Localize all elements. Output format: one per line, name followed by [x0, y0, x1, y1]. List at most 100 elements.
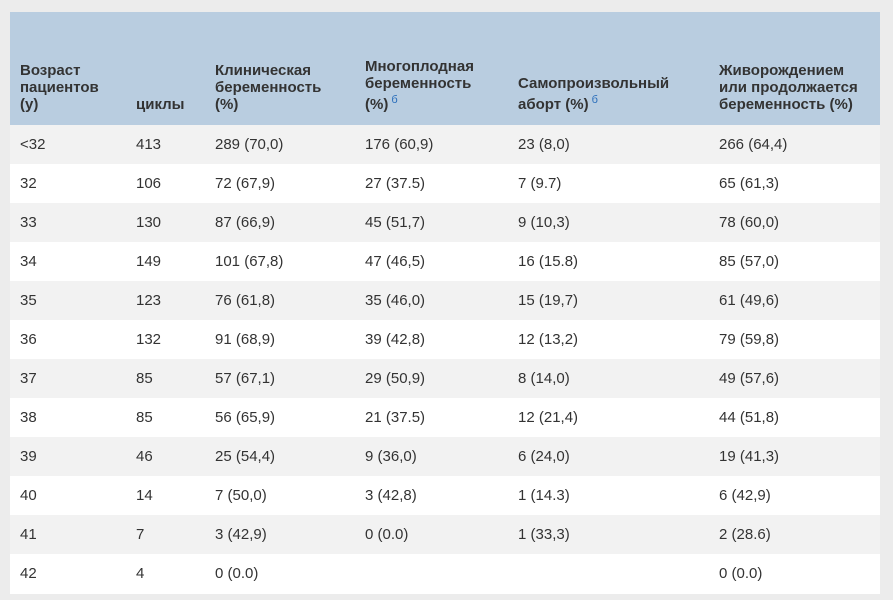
table-cell: 36 [10, 320, 126, 359]
table-cell: 39 (42,8) [355, 320, 508, 359]
column-label: Самопроизвольный аборт (%) [518, 75, 670, 113]
table-cell: 65 (61,3) [709, 164, 880, 203]
table-row: 33 130 87 (66,9) 45 (51,7) 9 (10,3) 78 (60,0) [10, 203, 880, 242]
column-label: циклы [136, 96, 185, 113]
table-cell: 78 (60,0) [709, 203, 880, 242]
table-cell: <32 [10, 125, 126, 164]
table-cell: 76 (61,8) [205, 281, 355, 320]
table-cell: 40 [10, 476, 126, 515]
table-cell: 0 (0.0) [205, 554, 355, 593]
column-label: Живорождением или продолжается беременно… [719, 62, 858, 113]
table-cell: 27 (37.5) [355, 164, 508, 203]
header-row: Возраст пациентов (у) циклы Клиническая бе… [10, 12, 880, 125]
table-row: 42 4 0 (0.0) 0 (0.0) [10, 554, 880, 593]
table-cell: 35 [10, 281, 126, 320]
table-cell: 85 (57,0) [709, 242, 880, 281]
table-cell: 39 [10, 437, 126, 476]
table-cell: 45 (51,7) [355, 203, 508, 242]
table-cell: 79 (59,8) [709, 320, 880, 359]
table-cell: 8 (14,0) [508, 359, 709, 398]
table-row: 36 132 91 (68,9) 39 (42,8) 12 (13,2) 79 (59,8… [10, 320, 880, 359]
table-cell: 85 [126, 359, 205, 398]
empty-cell [508, 554, 709, 593]
table-row: <32 413 289 (70,0) 176 (60,9) 23 (8,0) 266 (6… [10, 125, 880, 164]
column-header: циклы [126, 12, 205, 125]
column-header: Возраст пациентов (у) [10, 12, 126, 125]
table-cell: 19 (41,3) [709, 437, 880, 476]
table-container: Возраст пациентов (у) циклы Клиническая бе… [10, 12, 880, 594]
table-cell: 289 (70,0) [205, 125, 355, 164]
table-cell: 7 (9.7) [508, 164, 709, 203]
column-header: Самопроизвольный аборт (%) б [508, 12, 709, 125]
table-row: 41 7 3 (42,9) 0 (0.0) 1 (33,3) 2 (28.6) [10, 515, 880, 554]
table-cell: 7 [126, 515, 205, 554]
table-cell: 7 (50,0) [205, 476, 355, 515]
table-cell: 1 (33,3) [508, 515, 709, 554]
table-cell: 266 (64,4) [709, 125, 880, 164]
table-cell: 14 [126, 476, 205, 515]
table-cell: 413 [126, 125, 205, 164]
footnote-mark: б [591, 94, 598, 106]
column-header: Клиническая беременность (%) [205, 12, 355, 125]
table-cell: 72 (67,9) [205, 164, 355, 203]
table-cell: 2 (28.6) [709, 515, 880, 554]
table-cell: 16 (15.8) [508, 242, 709, 281]
table-row: 37 85 57 (67,1) 29 (50,9) 8 (14,0) 49 (57,6) [10, 359, 880, 398]
table-cell: 1 (14.3) [508, 476, 709, 515]
table-cell: 21 (37.5) [355, 398, 508, 437]
table-cell: 33 [10, 203, 126, 242]
column-label: Возраст пациентов (у) [20, 62, 99, 113]
table-cell: 34 [10, 242, 126, 281]
table-cell: 49 (57,6) [709, 359, 880, 398]
table-cell: 15 (19,7) [508, 281, 709, 320]
table-cell: 61 (49,6) [709, 281, 880, 320]
table-cell: 37 [10, 359, 126, 398]
table-cell: 32 [10, 164, 126, 203]
table-row: 40 14 7 (50,0) 3 (42,8) 1 (14.3) 6 (42,9) [10, 476, 880, 515]
table-cell: 87 (66,9) [205, 203, 355, 242]
table-cell: 0 (0.0) [355, 515, 508, 554]
table-cell: 44 (51,8) [709, 398, 880, 437]
table-cell: 85 [126, 398, 205, 437]
column-header: Живорождением или продолжается беременно… [709, 12, 880, 125]
table-cell: 4 [126, 554, 205, 593]
table-cell: 3 (42,9) [205, 515, 355, 554]
footnote-mark: б [391, 94, 398, 106]
table-cell: 12 (13,2) [508, 320, 709, 359]
table-cell: 57 (67,1) [205, 359, 355, 398]
table-cell: 25 (54,4) [205, 437, 355, 476]
table-row: 39 46 25 (54,4) 9 (36,0) 6 (24,0) 19 (41,3) [10, 437, 880, 476]
table-cell: 130 [126, 203, 205, 242]
table-cell: 6 (42,9) [709, 476, 880, 515]
column-label: Клиническая беременность (%) [215, 62, 322, 113]
table-cell: 123 [126, 281, 205, 320]
table-cell: 0 (0.0) [709, 554, 880, 593]
table-cell: 106 [126, 164, 205, 203]
table-cell: 101 (67,8) [205, 242, 355, 281]
table-cell: 29 (50,9) [355, 359, 508, 398]
table-row: 35 123 76 (61,8) 35 (46,0) 15 (19,7) 61 (49,6… [10, 281, 880, 320]
column-label: Многоплодная беременность (%) [365, 58, 474, 113]
column-header: Многоплодная беременность (%) б [355, 12, 508, 125]
table-row: 38 85 56 (65,9) 21 (37.5) 12 (21,4) 44 (51,8) [10, 398, 880, 437]
table-cell: 35 (46,0) [355, 281, 508, 320]
table-cell: 56 (65,9) [205, 398, 355, 437]
table-row: 34 149 101 (67,8) 47 (46,5) 16 (15.8) 85 (57,… [10, 242, 880, 281]
table-cell: 23 (8,0) [508, 125, 709, 164]
table-cell: 47 (46,5) [355, 242, 508, 281]
table-cell: 38 [10, 398, 126, 437]
table-cell: 9 (10,3) [508, 203, 709, 242]
empty-cell [355, 554, 508, 593]
table-cell: 91 (68,9) [205, 320, 355, 359]
table-cell: 41 [10, 515, 126, 554]
table-cell: 149 [126, 242, 205, 281]
table-cell: 12 (21,4) [508, 398, 709, 437]
table-cell: 6 (24,0) [508, 437, 709, 476]
table-cell: 176 (60,9) [355, 125, 508, 164]
table-cell: 3 (42,8) [355, 476, 508, 515]
table-cell: 132 [126, 320, 205, 359]
table-cell: 46 [126, 437, 205, 476]
data-table: Возраст пациентов (у) циклы Клиническая бе… [10, 12, 880, 593]
table-row: 32 106 72 (67,9) 27 (37.5) 7 (9.7) 65 (61,3) [10, 164, 880, 203]
